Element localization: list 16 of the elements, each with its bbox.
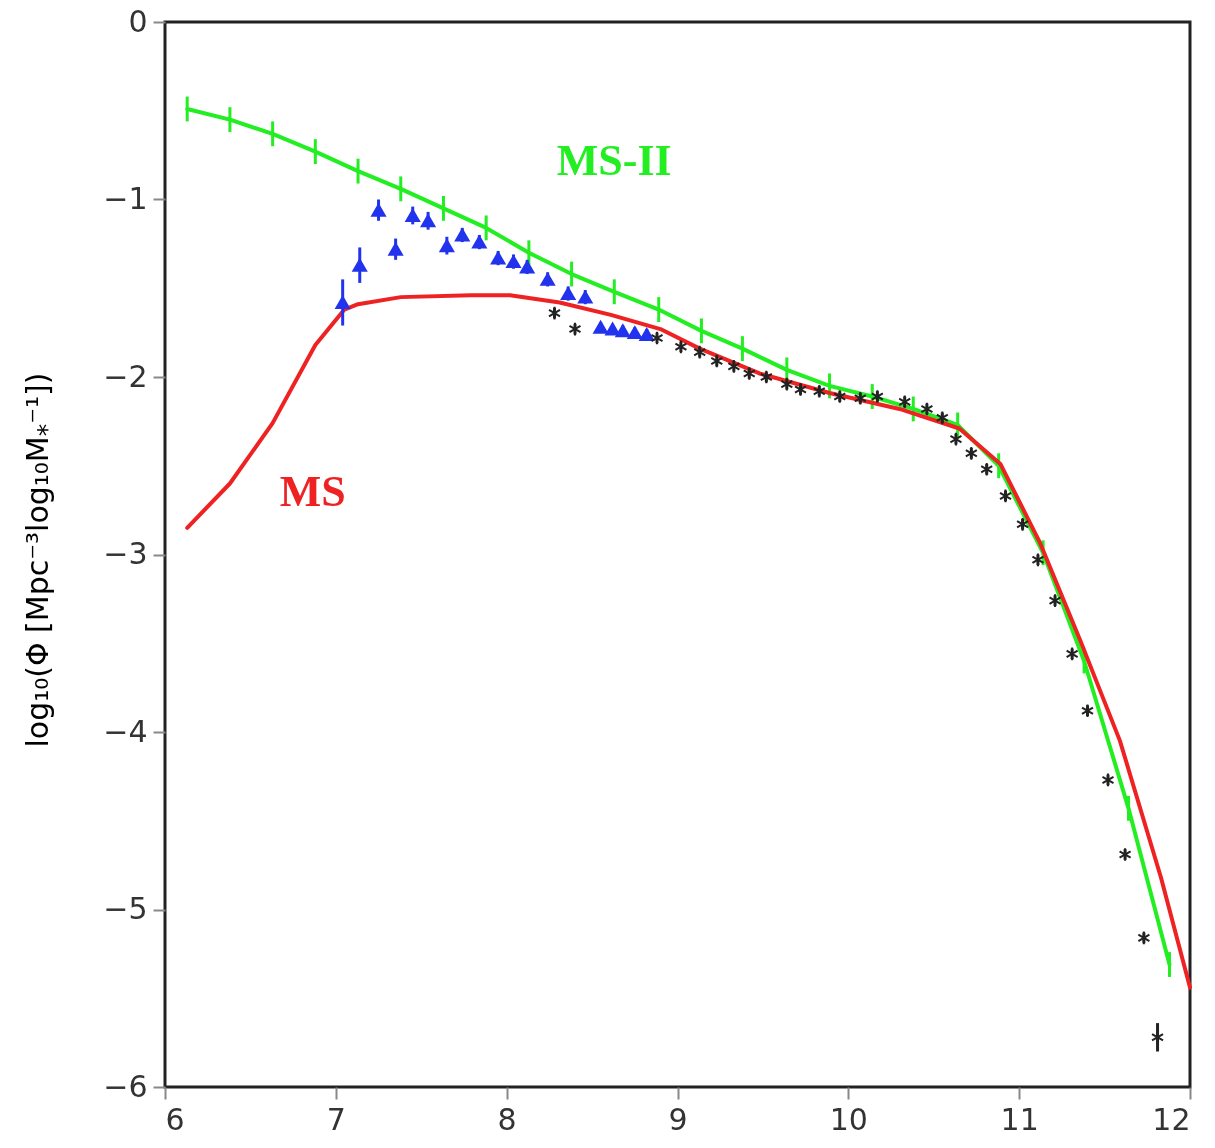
y-tick-label: −3: [103, 536, 148, 571]
x-tick-label: 7: [326, 1101, 346, 1137]
x-tick-label: 8: [497, 1101, 517, 1137]
y-tick-label: −5: [103, 891, 148, 926]
series-label: MS: [279, 467, 346, 517]
series-label: MS-II: [556, 135, 672, 185]
x-tick-label: 11: [1000, 1101, 1039, 1137]
y-tick-label: −1: [103, 181, 148, 216]
y-tick-label: 0: [128, 3, 148, 39]
x-tick-label: 10: [829, 1101, 868, 1137]
y-tick-label: −6: [103, 1068, 148, 1104]
x-tick-label: 6: [165, 1101, 185, 1137]
y-tick-label: −4: [103, 713, 148, 749]
y-tick-label: −2: [103, 358, 148, 394]
x-tick-label: 9: [668, 1101, 688, 1137]
x-tick-label: 12: [1152, 1101, 1191, 1137]
